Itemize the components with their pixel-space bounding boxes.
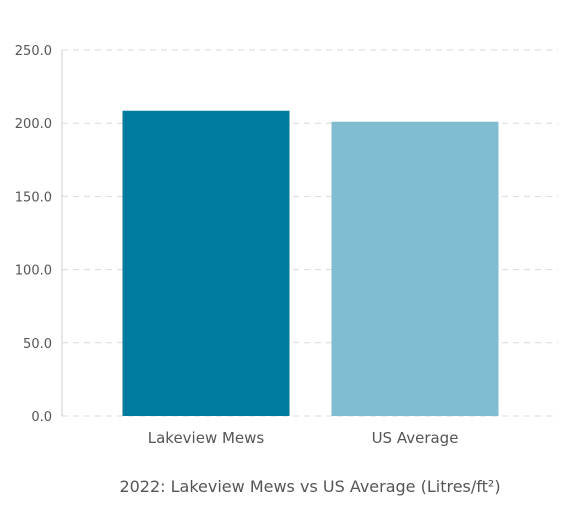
y-tick-label: 0.0 [31, 410, 52, 425]
y-axis: 0.0 50.0 100.0 150.0 200.0 250.0 [15, 44, 63, 425]
y-tick-label: 200.0 [15, 117, 52, 132]
chart-title: 2022: Lakeview Mews vs US Average (Litre… [119, 477, 500, 496]
bar-us-average [331, 121, 499, 417]
x-axis-labels: Lakeview Mews US Average [148, 429, 459, 447]
x-category-label: Lakeview Mews [148, 429, 265, 447]
y-tick-label: 150.0 [15, 190, 52, 205]
bar-lakeview-mews [122, 110, 290, 417]
y-tick-label: 100.0 [15, 264, 52, 279]
bars [122, 110, 499, 417]
y-tick-label: 50.0 [23, 337, 52, 352]
y-tick-label: 250.0 [15, 44, 52, 59]
x-category-label: US Average [372, 429, 459, 447]
